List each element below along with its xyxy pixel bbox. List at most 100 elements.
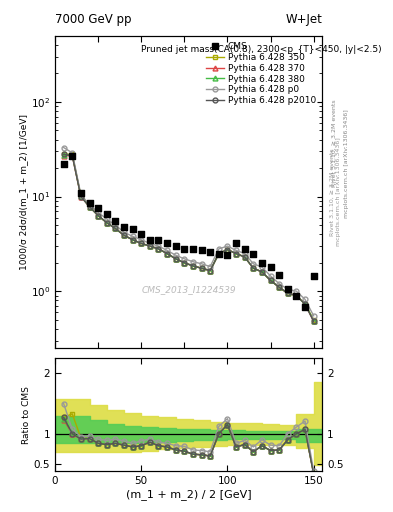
Pythia 6.428 p2010	[242, 254, 247, 260]
CMS	[147, 236, 153, 244]
Pythia 6.428 p2010	[268, 278, 273, 284]
Pythia 6.428 370	[251, 265, 256, 271]
Pythia 6.428 370	[277, 284, 281, 290]
Pythia 6.428 350	[105, 220, 109, 226]
Pythia 6.428 370	[61, 153, 66, 159]
Pythia 6.428 p2010	[130, 237, 135, 243]
Pythia 6.428 p2010	[217, 250, 221, 257]
CMS	[250, 249, 257, 258]
Pythia 6.428 350	[225, 247, 230, 253]
Pythia 6.428 p0	[105, 216, 109, 222]
Pythia 6.428 380	[191, 263, 195, 269]
Pythia 6.428 p2010	[96, 212, 101, 219]
Pythia 6.428 p0	[217, 246, 221, 252]
Pythia 6.428 370	[191, 263, 195, 269]
Pythia 6.428 370	[121, 232, 126, 239]
CMS	[61, 160, 67, 168]
Pythia 6.428 350	[268, 278, 273, 284]
CMS	[224, 251, 231, 259]
Pythia 6.428 p2010	[251, 265, 256, 271]
CMS	[310, 272, 317, 280]
Pythia 6.428 380	[303, 301, 307, 307]
Pythia 6.428 p0	[191, 259, 195, 265]
Pythia 6.428 p0	[79, 191, 83, 198]
Pythia 6.428 380	[311, 317, 316, 324]
Pythia 6.428 380	[130, 237, 135, 243]
Pythia 6.428 350	[147, 243, 152, 249]
Pythia 6.428 380	[259, 269, 264, 275]
Pythia 6.428 380	[242, 254, 247, 260]
CMS	[216, 249, 222, 258]
Pythia 6.428 p0	[130, 233, 135, 240]
CMS	[164, 239, 170, 247]
Pythia 6.428 350	[96, 212, 101, 219]
CMS	[173, 242, 179, 250]
Pythia 6.428 p2010	[277, 284, 281, 290]
Pythia 6.428 p0	[303, 296, 307, 303]
Pythia 6.428 380	[234, 250, 239, 257]
Pythia 6.428 p0	[121, 229, 126, 236]
CMS	[190, 245, 196, 253]
Pythia 6.428 380	[182, 260, 187, 266]
Pythia 6.428 380	[268, 278, 273, 284]
Pythia 6.428 p0	[70, 150, 75, 156]
Pythia 6.428 370	[105, 220, 109, 226]
Pythia 6.428 370	[259, 269, 264, 275]
Pythia 6.428 p0	[277, 281, 281, 287]
Pythia 6.428 350	[199, 265, 204, 271]
Pythia 6.428 p0	[199, 261, 204, 267]
Pythia 6.428 370	[113, 225, 118, 231]
CMS	[138, 230, 144, 238]
Pythia 6.428 p2010	[70, 153, 75, 159]
Pythia 6.428 p2010	[139, 240, 143, 246]
Pythia 6.428 380	[285, 290, 290, 296]
Pythia 6.428 p0	[165, 247, 169, 253]
Pythia 6.428 350	[139, 240, 143, 246]
Pythia 6.428 370	[96, 212, 101, 219]
Pythia 6.428 350	[182, 260, 187, 266]
Pythia 6.428 p2010	[199, 265, 204, 271]
Pythia 6.428 p0	[242, 250, 247, 257]
Pythia 6.428 p0	[251, 261, 256, 267]
Pythia 6.428 350	[285, 290, 290, 296]
Pythia 6.428 p0	[96, 209, 101, 216]
CMS	[78, 188, 84, 197]
Line: Pythia 6.428 350: Pythia 6.428 350	[61, 152, 316, 322]
Pythia 6.428 370	[165, 250, 169, 257]
Pythia 6.428 370	[268, 278, 273, 284]
Line: Pythia 6.428 370: Pythia 6.428 370	[61, 153, 316, 324]
Pythia 6.428 p2010	[191, 263, 195, 269]
Pythia 6.428 380	[113, 225, 118, 231]
Text: Rivet 3.1.10, ≥ 3.2M events: Rivet 3.1.10, ≥ 3.2M events	[332, 99, 337, 187]
Pythia 6.428 p2010	[208, 268, 213, 274]
Pythia 6.428 380	[87, 204, 92, 210]
Y-axis label: Ratio to CMS: Ratio to CMS	[22, 386, 31, 444]
Pythia 6.428 380	[217, 250, 221, 257]
CMS	[95, 204, 101, 212]
Text: 7000 GeV pp: 7000 GeV pp	[55, 13, 132, 27]
Pythia 6.428 p0	[311, 313, 316, 319]
Pythia 6.428 380	[139, 240, 143, 246]
CMS	[69, 152, 75, 160]
Pythia 6.428 350	[303, 301, 307, 307]
Pythia 6.428 350	[277, 284, 281, 290]
CMS	[242, 245, 248, 253]
Pythia 6.428 p2010	[87, 204, 92, 210]
Pythia 6.428 350	[294, 292, 299, 298]
Y-axis label: 1000/σ 2dσ/d(m_1 + m_2) [1/GeV]: 1000/σ 2dσ/d(m_1 + m_2) [1/GeV]	[19, 114, 28, 270]
Pythia 6.428 350	[251, 265, 256, 271]
Pythia 6.428 370	[70, 153, 75, 159]
Pythia 6.428 p0	[234, 247, 239, 253]
Pythia 6.428 p0	[113, 222, 118, 228]
CMS	[181, 245, 187, 253]
CMS	[302, 303, 308, 311]
CMS	[155, 236, 162, 244]
Text: mcplots.cern.ch [arXiv:1306.3436]: mcplots.cern.ch [arXiv:1306.3436]	[344, 110, 349, 218]
Pythia 6.428 350	[156, 246, 161, 252]
Pythia 6.428 p2010	[79, 194, 83, 200]
Pythia 6.428 350	[259, 269, 264, 275]
Pythia 6.428 p0	[156, 243, 161, 249]
X-axis label: (m_1 + m_2) / 2 [GeV]: (m_1 + m_2) / 2 [GeV]	[126, 488, 252, 500]
Y-axis label: Rivet 3.1.10, ≥ 3.2M events
mcplots.cern.ch [arXiv:1306.3436]: Rivet 3.1.10, ≥ 3.2M events mcplots.cern…	[330, 138, 341, 246]
CMS	[112, 217, 119, 225]
